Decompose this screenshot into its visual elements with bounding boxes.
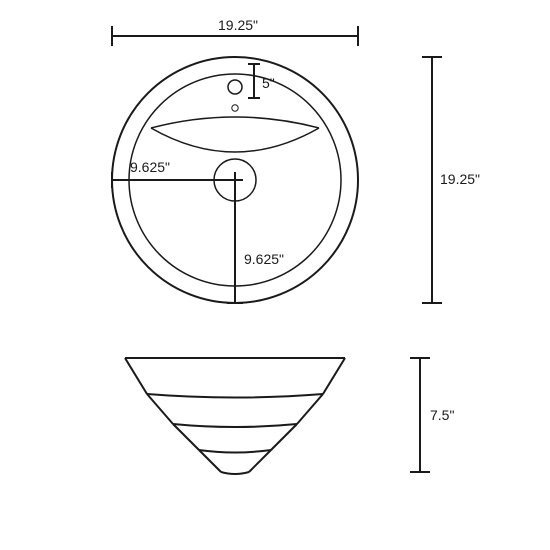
side-step-band [147,394,323,398]
side-step-left [147,394,173,424]
side-step-band [221,472,249,474]
dim-radius-vertical-label: 9.625" [244,251,284,267]
dim-top-width-label: 19.25" [218,17,258,33]
dim-right-height: 19.25" [422,57,480,303]
side-step-right [249,450,271,472]
dim-right-height-label: 19.25" [440,171,480,187]
dim-radius-horizontal: 9.625" [112,159,235,188]
dim-radius-horizontal-label: 9.625" [130,159,170,175]
side-step-band [173,424,297,427]
side-step-right [297,394,323,424]
dim-side-height: 7.5" [410,358,454,472]
side-step-right [323,358,345,394]
side-step-left [173,424,199,450]
side-step-left [199,450,221,472]
side-step-left [125,358,147,394]
dim-side-height-label: 7.5" [430,407,454,423]
faucet-hole [228,80,242,94]
dim-faucet-depth: 5" [248,64,275,98]
side-step-band [199,450,271,453]
overflow-hole [232,105,238,111]
dim-faucet-depth-label: 5" [262,75,275,91]
side-step-right [271,424,297,450]
dim-top-width: 19.25" [112,17,358,46]
crescent-upper-arc [151,117,319,128]
crescent-lower-arc [151,128,319,152]
